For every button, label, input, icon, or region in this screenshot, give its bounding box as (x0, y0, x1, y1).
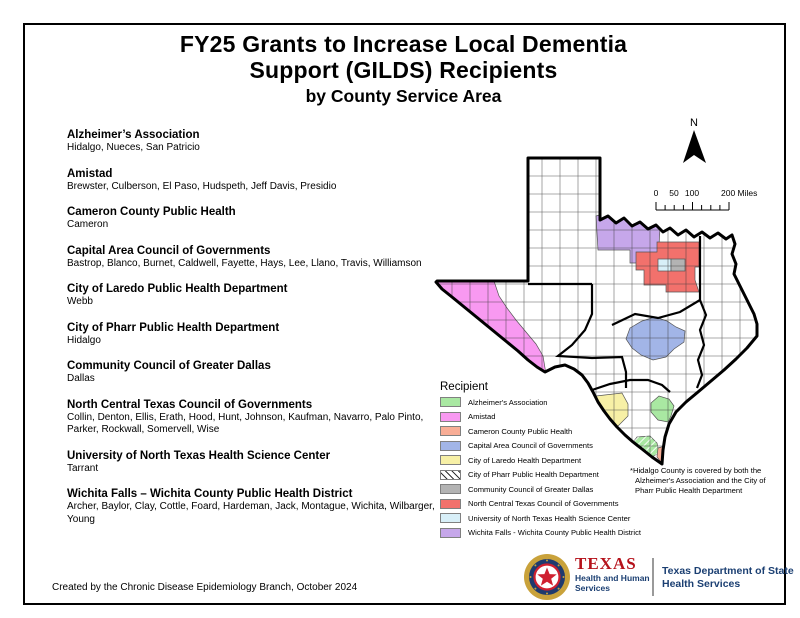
svg-text:100: 100 (685, 188, 699, 198)
nctcog-swatch (440, 498, 461, 509)
capcog-swatch (440, 440, 461, 451)
title-line-3: by County Service Area (305, 85, 502, 106)
list-item: University of North Texas Health Science… (67, 449, 331, 474)
credit-line: Created by the Chronic Disease Epidemiol… (52, 582, 358, 593)
hhs-sub-label: Health and Human Services (575, 573, 650, 593)
list-item: North Central Texas Council of Governmen… (67, 398, 424, 436)
pharr-hatch-swatch (440, 469, 461, 480)
list-item: Alzheimer’s Association Hidalgo, Nueces, … (67, 129, 200, 153)
star-icon (537, 567, 557, 586)
hhs-texas-label: TEXAS (575, 554, 637, 573)
north-arrow: N (683, 117, 706, 163)
legend-item: North Central Texas Council of Governmen… (440, 498, 655, 509)
legend-item: Cameron County Public Health (440, 426, 655, 436)
svg-text:N: N (690, 117, 698, 129)
svg-text:200 Miles: 200 Miles (721, 188, 757, 198)
laredo-swatch (440, 455, 461, 465)
list-item: Wichita Falls – Wichita County Public He… (67, 488, 435, 525)
hidalgo-footnote: *Hidalgo County is covered by both the A… (630, 466, 766, 495)
title-line-1: FY25 Grants to Increase Local Dementia (179, 31, 628, 57)
list-item: Cameron County Public Health Cameron (67, 206, 236, 230)
hhs-wordmark: TEXAS Health and Human Services (575, 555, 650, 593)
region-ccgd-dallas (670, 258, 686, 272)
list-item: City of Pharr Public Health Department Hi… (67, 321, 280, 346)
legend-item: Capital Area Council of Governments (440, 440, 655, 451)
dallas-swatch (440, 484, 461, 494)
page-title: FY25 Grants to Increase Local Dementia S… (23, 31, 784, 106)
title-line-2: Support (GILDS) Recipients (249, 56, 558, 83)
region-thick-boundaries (528, 236, 708, 393)
recipient-list: Alzheimer’s Association Hidalgo, Nueces, … (67, 128, 449, 538)
region-hidalgo-pharr-hatch (634, 436, 659, 458)
list-item: Capital Area Council of Governments Bastr… (67, 244, 422, 269)
legend-item: Wichita Falls - Wichita County Public He… (440, 527, 655, 538)
unthsc-swatch (440, 513, 461, 523)
dshs-wordmark: Texas Department of State Health Service… (662, 565, 794, 590)
list-item: Community Council of Greater Dallas Dalla… (67, 360, 271, 384)
list-item: Amistad Brewster, Culberson, El Paso, Hud… (67, 167, 337, 192)
amistad-swatch (440, 411, 461, 422)
legend-item: City of Pharr Public Health Department (440, 469, 655, 480)
legend-item: University of North Texas Health Science… (440, 513, 655, 523)
list-item: City of Laredo Public Health Department W… (67, 283, 288, 307)
legend-title: Recipient (440, 381, 488, 393)
scale-bar: 0 50 100 200 Miles (654, 188, 757, 211)
svg-text:50: 50 (669, 188, 679, 198)
region-unthsc-tarrant (657, 258, 672, 272)
legend-item: Amistad (440, 411, 655, 422)
cameron-swatch (440, 426, 461, 436)
legend-item: Community Council of Greater Dallas (440, 484, 655, 494)
alzheimers-swatch (440, 397, 461, 407)
map-legend: Recipient Alzheimer's Association Amista… (440, 381, 655, 542)
legend-item: City of Laredo Health Department (440, 455, 655, 465)
logo-divider (652, 558, 654, 596)
legend-item: Alzheimer's Association (440, 397, 655, 407)
svg-text:0: 0 (654, 188, 659, 198)
hhs-seal-logo (524, 554, 570, 600)
wichita-swatch (440, 527, 461, 538)
